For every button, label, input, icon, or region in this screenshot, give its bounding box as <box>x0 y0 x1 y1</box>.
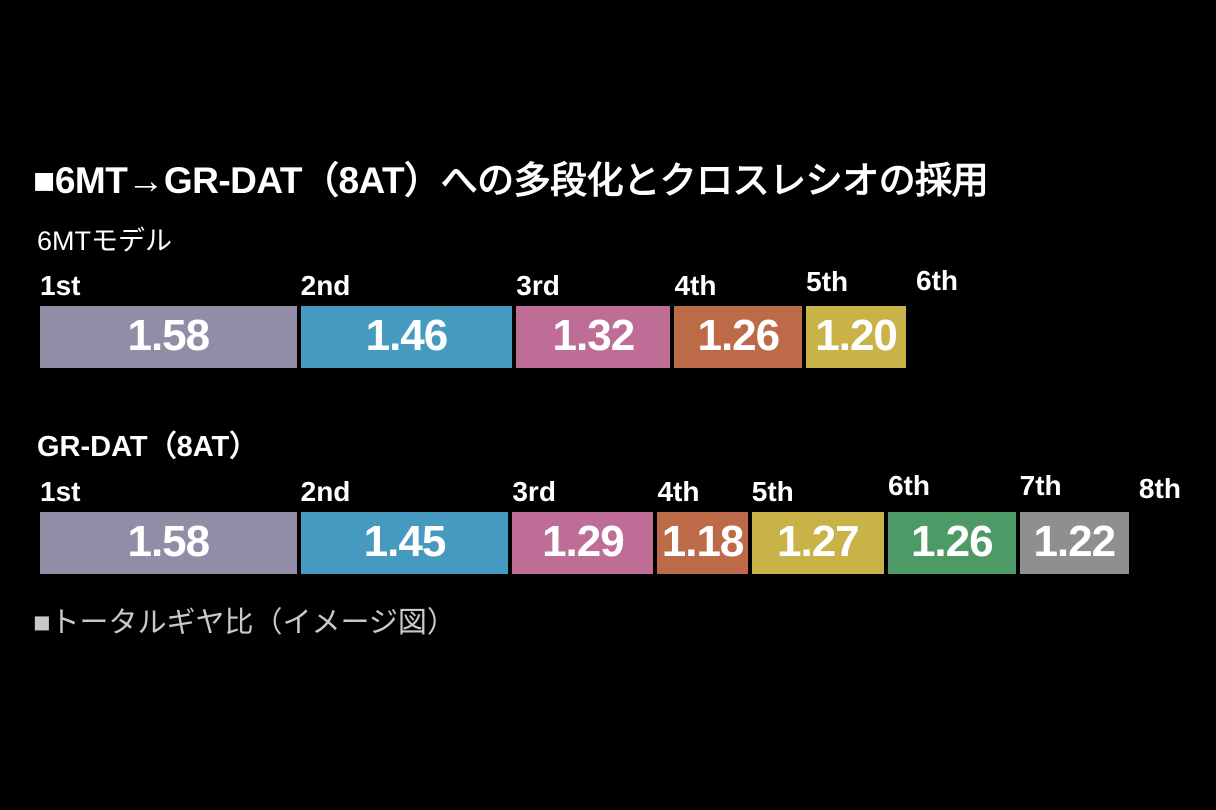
gear-label-3rd: 3rd <box>512 476 556 507</box>
gear-label-7th: 7th <box>1019 470 1062 501</box>
row-label-gr-dat-8at: GR-DAT（8AT） <box>37 431 259 463</box>
gear-label-2nd: 2nd <box>300 270 351 301</box>
gear-label-1st: 1st <box>40 270 81 301</box>
page-title: ■6MT→GR-DAT（8AT）への多段化とクロスレシオの採用 <box>33 160 989 201</box>
gear-segment-5th: 1.27 <box>749 510 886 576</box>
gear-segment-3rd: 1.29 <box>510 510 656 576</box>
gear-bar-6mt: 1st 1.58 2nd 1.46 3rd 1.32 4th 1.26 5th 1.20 6th <box>38 265 1198 372</box>
gear-segment-4th: 1.26 <box>672 304 805 370</box>
gear-label-8th: 8th <box>1138 473 1181 504</box>
gear-label-6th: 6th <box>916 265 959 296</box>
gear-bar-gr-dat-8at: 1st 1.58 2nd 1.45 3rd 1.29 4th 1.18 5th 1.27 6th 1.… <box>38 470 1198 578</box>
caption-total-gear-ratio: ■トータルギヤ比（イメージ図） <box>33 607 456 639</box>
gear-label-5th: 5th <box>806 266 849 297</box>
gear-segment-1st: 1.58 <box>38 510 299 576</box>
gear-label-5th: 5th <box>751 476 794 507</box>
gear-segment-2nd: 1.46 <box>298 304 515 370</box>
gear-label-6th: 6th <box>887 470 930 501</box>
gear-label-3rd: 3rd <box>516 270 560 301</box>
gear-segment-1st: 1.58 <box>38 304 299 370</box>
gear-label-4th: 4th <box>657 476 700 507</box>
gear-segment-6th: 1.26 <box>885 510 1018 576</box>
gear-segment-5th: 1.20 <box>804 304 909 370</box>
gear-segment-4th: 1.18 <box>655 510 750 576</box>
gear-segment-7th: 1.22 <box>1017 510 1131 576</box>
gear-segment-3rd: 1.32 <box>514 304 673 370</box>
gear-label-4th: 4th <box>674 270 717 301</box>
row-label-6mt: 6MTモデル <box>37 226 172 256</box>
gear-label-2nd: 2nd <box>300 476 351 507</box>
gear-segment-2nd: 1.45 <box>298 510 511 576</box>
gear-label-1st: 1st <box>40 476 81 507</box>
